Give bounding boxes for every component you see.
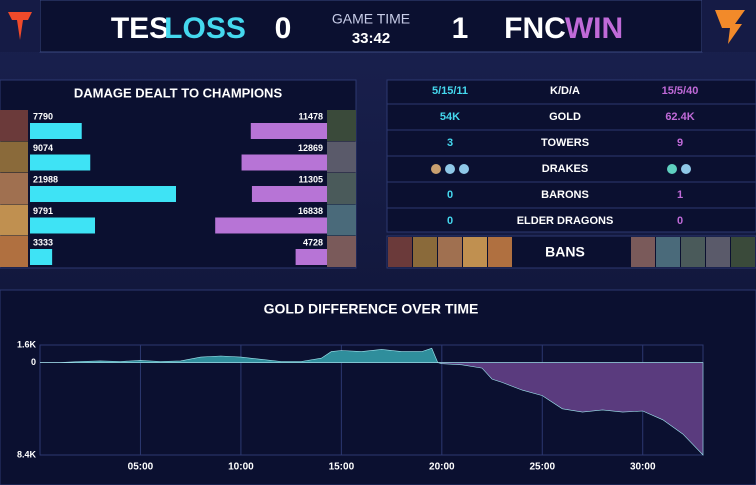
stat-label: K/D/A [550,85,580,97]
champion-portrait [327,110,356,141]
stat-right: 62.4K [665,111,694,123]
stat-label: TOWERS [541,137,589,149]
ban-portrait [656,237,680,267]
stat-label: BARONS [541,189,589,201]
time-label: GAME TIME [332,11,410,27]
result-left: LOSS [164,12,246,45]
x-tick-label: 25:00 [529,462,555,473]
y-tick-label: 1.6K [17,339,37,349]
ban-portrait [706,237,730,267]
stat-right: 15/5/40 [662,85,699,97]
ban-portrait [731,237,755,267]
damage-label: 9074 [33,143,53,153]
stat-label: DRAKES [542,163,588,175]
damage-bar [215,217,327,234]
damage-label: 11478 [298,111,323,121]
champion-portrait [0,141,28,173]
damage-label: 3333 [33,237,53,247]
stat-left: 3 [447,137,453,149]
team-left: TES [111,12,169,45]
x-tick-label: 20:00 [429,462,455,473]
damage-label: 4728 [303,237,323,247]
damage-bar [241,154,327,171]
champion-portrait [327,236,356,267]
game-time: 33:42 [352,30,390,47]
damage-bar [295,249,327,265]
ban-portrait [388,237,412,267]
ban-portrait [631,237,655,267]
stat-left: 0 [447,189,453,201]
damage-label: 16838 [298,206,323,216]
stat-left: 5/15/11 [432,85,468,97]
stat-left: 54K [440,111,460,123]
damage-label: 21988 [33,174,58,184]
gold-area [40,347,704,456]
x-tick-label: 10:00 [228,462,254,473]
drake-icon [459,164,469,174]
y-tick-label: 8.4K [17,449,37,459]
stat-label: GOLD [549,111,581,123]
gold-title: GOLD DIFFERENCE OVER TIME [264,301,479,317]
drake-icon [445,164,455,174]
tes-logo [8,12,32,40]
champion-portrait [0,236,28,267]
stat-right: 1 [677,189,683,201]
champion-portrait [0,110,28,141]
damage-label: 7790 [33,111,53,121]
damage-label: 9791 [33,206,53,216]
damage-bar [30,186,176,202]
damage-label: 12869 [298,143,323,153]
champion-portrait [0,173,28,204]
damage-bar [251,186,327,202]
x-tick-label: 05:00 [128,462,154,473]
ban-portrait [681,237,705,267]
drake-icon [681,164,691,174]
champion-portrait [327,141,356,173]
drake-icon [431,164,441,174]
drake-icon [667,164,677,174]
damage-bar [30,217,96,234]
champion-portrait [0,204,28,236]
damage-panel [0,79,357,269]
ban-portrait [413,237,437,267]
ban-portrait [438,237,462,267]
bans-label: BANS [545,244,585,260]
stat-right: 9 [677,137,683,149]
score-left: 0 [275,12,292,45]
ban-portrait [488,237,512,267]
fnc-logo [715,10,745,44]
champion-portrait [327,173,356,204]
score-right: 1 [452,12,469,45]
y-tick-label: 0 [31,357,36,367]
ban-portrait [463,237,487,267]
damage-bar [30,123,82,139]
stat-label: ELDER DRAGONS [517,215,614,227]
result-right: WIN [565,12,623,45]
header-bar [39,0,703,53]
champion-portrait [327,204,356,236]
stat-left: 0 [447,215,453,227]
damage-label: 11305 [298,174,323,184]
damage-title: DAMAGE DEALT TO CHAMPIONS [74,85,283,100]
damage-bar [30,154,91,171]
damage-bar [30,249,53,265]
damage-bar [250,123,327,139]
team-right: FNC [504,12,566,45]
stat-right: 0 [677,215,683,227]
x-tick-label: 30:00 [630,462,656,473]
x-tick-label: 15:00 [329,462,355,473]
